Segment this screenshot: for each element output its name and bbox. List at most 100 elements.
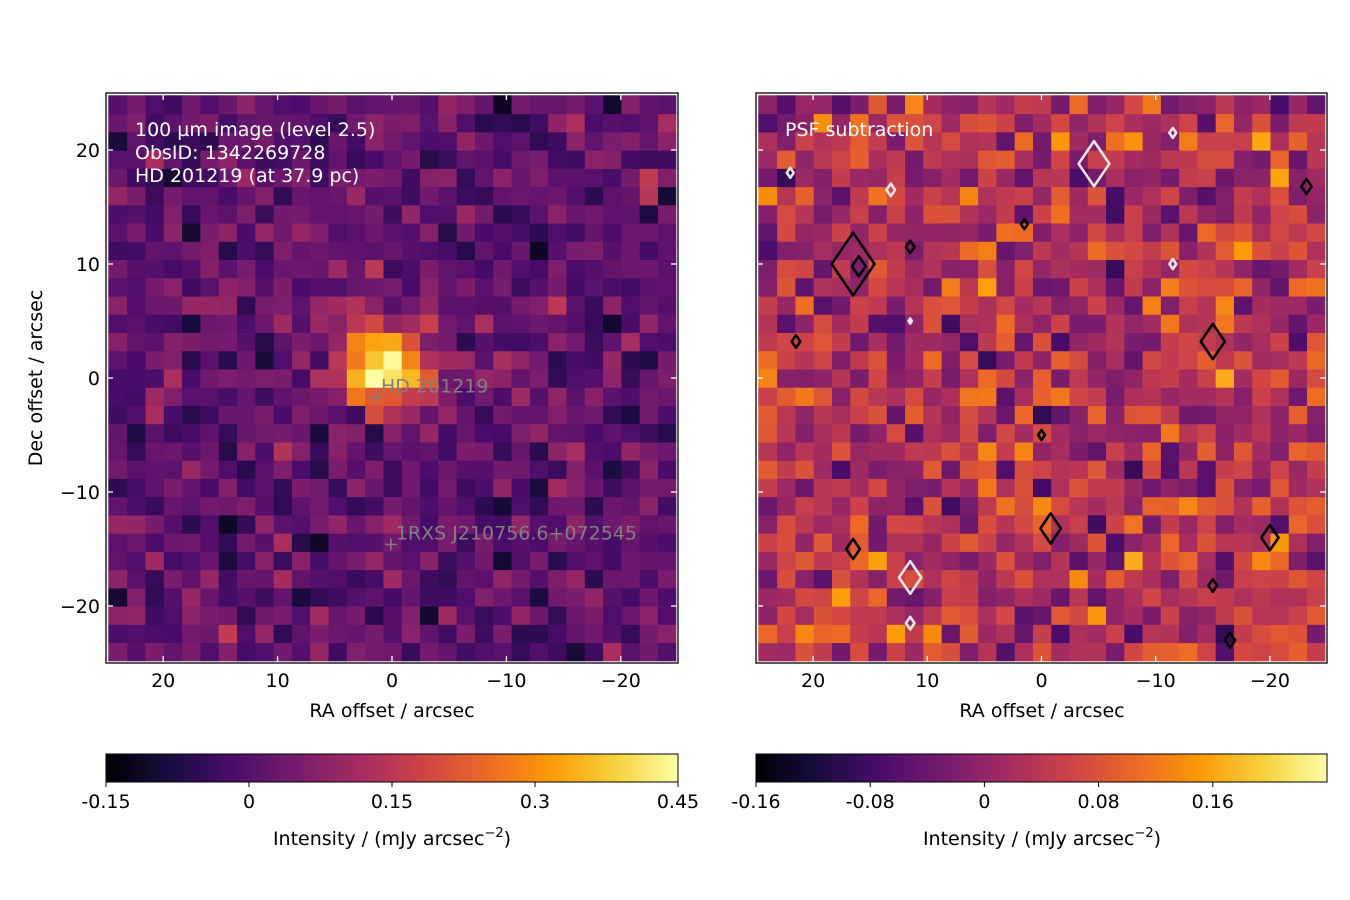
heatmap-cell [199, 204, 219, 224]
heatmap-cell [547, 460, 567, 479]
heatmap-cell [346, 423, 366, 443]
heatmap-cell [620, 204, 640, 224]
heatmap-cell [1123, 332, 1143, 352]
heatmap-cell [254, 624, 274, 644]
heatmap-cell [1251, 514, 1271, 534]
heatmap-cell [474, 642, 494, 662]
heatmap-cell [126, 295, 146, 315]
heatmap-cell [1050, 222, 1070, 242]
heatmap-cell [236, 241, 256, 261]
heatmap-cell [1032, 423, 1052, 443]
heatmap-cell [1014, 368, 1033, 388]
heatmap-cell [904, 441, 924, 461]
heatmap-cell [849, 441, 869, 461]
heatmap-cell [1032, 186, 1052, 206]
heatmap-cell [437, 569, 457, 589]
heatmap-cell [1233, 496, 1253, 516]
heatmap-cell [1068, 478, 1088, 498]
heatmap-cell [1233, 368, 1253, 388]
heatmap-cell [199, 241, 219, 261]
heatmap-cell [346, 277, 366, 297]
heatmap-cell [163, 168, 183, 188]
heatmap-cell [401, 168, 421, 188]
heatmap-cell [291, 423, 311, 443]
heatmap-cell [1142, 423, 1161, 443]
heatmap-cell [1087, 204, 1107, 224]
heatmap-cell [199, 168, 219, 188]
heatmap-cell [1288, 314, 1308, 333]
heatmap-cell [1160, 113, 1180, 133]
heatmap-cell [1178, 204, 1198, 224]
heatmap-cell [1087, 441, 1107, 461]
heatmap-cell [529, 460, 549, 479]
heatmap-cell [849, 460, 869, 479]
heatmap-cell [959, 642, 979, 662]
heatmap-cell [565, 131, 585, 151]
heatmap-cell [794, 368, 814, 388]
heatmap-cell [1087, 222, 1107, 242]
heatmap-cell [849, 478, 869, 498]
heatmap-cell [163, 441, 183, 461]
heatmap-cell [1233, 350, 1253, 370]
heatmap-cell [1269, 241, 1289, 261]
heatmap-cell [1123, 423, 1143, 443]
heatmap-cell [1032, 606, 1052, 625]
heatmap-cell [382, 569, 402, 589]
heatmap-cell [437, 551, 457, 571]
heatmap-cell [273, 131, 292, 151]
heatmap-cell [977, 587, 997, 607]
heatmap-cell [236, 387, 256, 406]
heatmap-cell [456, 259, 475, 279]
heatmap-cell [108, 496, 128, 516]
heatmap-cell [1123, 168, 1143, 188]
heatmap-cell [346, 405, 366, 425]
heatmap-cell [547, 405, 567, 425]
heatmap-cell [1142, 405, 1161, 425]
heatmap-cell [401, 277, 421, 297]
heatmap-cell [181, 405, 201, 425]
heatmap-cell [108, 277, 128, 297]
right-heatmap-cells [758, 95, 1326, 662]
heatmap-cell [959, 314, 979, 333]
heatmap-cell [327, 533, 347, 552]
heatmap-cell [1178, 168, 1198, 188]
heatmap-cell [126, 624, 146, 644]
heatmap-cell [401, 204, 421, 224]
heatmap-cell [758, 533, 778, 552]
heatmap-cell [1160, 624, 1180, 644]
heatmap-cell [474, 587, 494, 607]
heatmap-cell [291, 241, 311, 261]
heatmap-cell [794, 642, 814, 662]
left-colorbar-gradient [105, 753, 679, 783]
contour [1168, 126, 1178, 140]
heatmap-cell [849, 241, 869, 261]
heatmap-cell [1178, 478, 1198, 498]
heatmap-cell [236, 514, 256, 534]
heatmap-cell [977, 551, 997, 571]
heatmap-cell [364, 295, 384, 315]
heatmap-cell [959, 387, 979, 406]
heatmap-cell [657, 551, 677, 571]
heatmap-cell [657, 569, 677, 589]
heatmap-cell [273, 113, 292, 133]
heatmap-cell [1123, 533, 1143, 552]
heatmap-cell [126, 606, 146, 625]
heatmap-cell [181, 569, 201, 589]
heatmap-cell [565, 332, 585, 352]
heatmap-cell [163, 551, 183, 571]
heatmap-cell [108, 514, 128, 534]
heatmap-cell [309, 150, 329, 169]
heatmap-cell [886, 113, 906, 133]
heatmap-cell [922, 131, 942, 151]
left-y-axis-label: Dec offset / arcsec [25, 290, 47, 467]
heatmap-cell [1233, 168, 1253, 188]
heatmap-cell [831, 131, 851, 151]
heatmap-cell [922, 624, 942, 644]
heatmap-cell [904, 241, 924, 261]
heatmap-cell [1032, 277, 1052, 297]
heatmap-cell [602, 606, 622, 625]
heatmap-cell [401, 642, 421, 662]
heatmap-cell [1142, 587, 1161, 607]
contour [904, 615, 916, 631]
heatmap-cell [327, 441, 347, 461]
